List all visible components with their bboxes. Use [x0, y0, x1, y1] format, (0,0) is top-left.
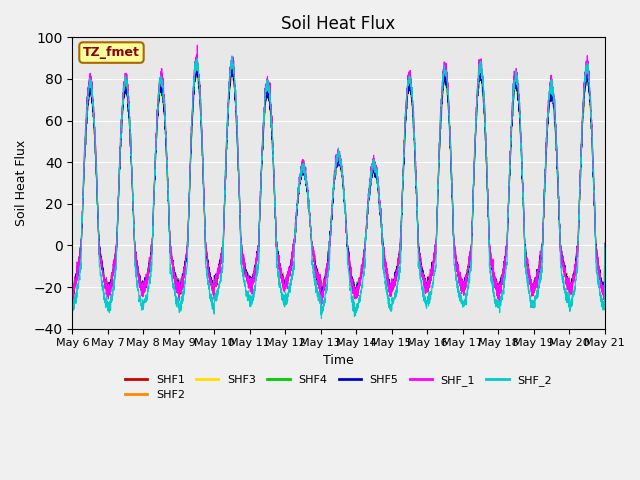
- SHF_2: [68, 301, 76, 307]
- SHF4: [193, 61, 201, 67]
- SHF4: [550, 109, 558, 115]
- SHF3: [228, 64, 236, 70]
- SHF2: [400, 154, 408, 160]
- SHF5: [400, 156, 408, 161]
- SHF_1: [550, 101, 558, 107]
- Line: SHF5: SHF5: [72, 66, 605, 298]
- Line: SHF1: SHF1: [72, 57, 605, 301]
- Line: SHF_1: SHF_1: [72, 45, 605, 304]
- SHF1: [228, 54, 236, 60]
- SHF3: [601, 244, 609, 250]
- SHF_1: [317, 301, 325, 307]
- SHF3: [390, 278, 398, 284]
- SHF5: [600, 283, 608, 288]
- SHF3: [182, 253, 190, 259]
- SHF1: [68, 284, 76, 290]
- Line: SHF3: SHF3: [72, 67, 605, 296]
- SHF2: [182, 254, 190, 260]
- SHF3: [217, 254, 225, 260]
- SHF5: [550, 110, 558, 116]
- SHF5: [601, 241, 609, 247]
- SHF1: [390, 277, 398, 283]
- SHF1: [550, 101, 558, 107]
- SHF5: [68, 281, 76, 287]
- SHF5: [317, 295, 325, 300]
- Title: Soil Heat Flux: Soil Heat Flux: [282, 15, 396, 33]
- SHF1: [601, 243, 609, 249]
- SHF5: [390, 279, 398, 285]
- SHF4: [68, 287, 76, 292]
- SHF4: [317, 294, 325, 300]
- SHF4: [182, 259, 190, 265]
- SHF4: [400, 156, 408, 162]
- SHF_1: [600, 293, 608, 299]
- SHF_2: [600, 302, 608, 308]
- SHF2: [217, 255, 225, 261]
- Text: TZ_fmet: TZ_fmet: [83, 46, 140, 59]
- SHF_1: [193, 42, 201, 48]
- SHF_2: [390, 294, 398, 300]
- SHF1: [400, 151, 408, 157]
- SHF_1: [390, 279, 398, 285]
- SHF2: [601, 240, 609, 246]
- SHF5: [182, 256, 190, 262]
- SHF5: [217, 251, 225, 257]
- SHF4: [601, 245, 609, 251]
- Line: SHF_2: SHF_2: [72, 56, 605, 319]
- SHF_1: [601, 240, 609, 246]
- SHF2: [317, 294, 325, 300]
- SHF3: [68, 284, 76, 290]
- Line: SHF4: SHF4: [72, 64, 605, 297]
- SHF5: [228, 63, 236, 69]
- SHF2: [390, 278, 398, 284]
- SHF1: [600, 285, 608, 291]
- SHF_2: [550, 101, 558, 107]
- SHF_2: [400, 153, 408, 158]
- SHF_1: [182, 253, 190, 259]
- SHF4: [390, 277, 398, 283]
- SHF3: [400, 159, 408, 165]
- SHF4: [600, 285, 608, 290]
- SHF1: [317, 298, 325, 304]
- SHF1: [217, 254, 225, 260]
- SHF_1: [400, 155, 408, 160]
- SHF_2: [182, 271, 190, 277]
- Line: SHF2: SHF2: [72, 65, 605, 297]
- SHF3: [317, 293, 325, 299]
- SHF2: [550, 108, 558, 114]
- SHF2: [68, 286, 76, 291]
- SHF4: [218, 254, 225, 260]
- SHF3: [550, 114, 558, 120]
- SHF_2: [601, 242, 609, 248]
- SHF_2: [217, 274, 225, 279]
- SHF_1: [68, 286, 76, 292]
- SHF_2: [228, 53, 236, 59]
- SHF1: [182, 257, 190, 263]
- Y-axis label: Soil Heat Flux: Soil Heat Flux: [15, 140, 28, 226]
- X-axis label: Time: Time: [323, 354, 354, 367]
- SHF3: [600, 282, 608, 288]
- SHF_2: [317, 316, 325, 322]
- SHF2: [600, 284, 608, 289]
- Legend: SHF1, SHF2, SHF3, SHF4, SHF5, SHF_1, SHF_2: SHF1, SHF2, SHF3, SHF4, SHF5, SHF_1, SHF…: [120, 370, 557, 405]
- SHF_1: [218, 252, 225, 257]
- SHF2: [228, 62, 236, 68]
